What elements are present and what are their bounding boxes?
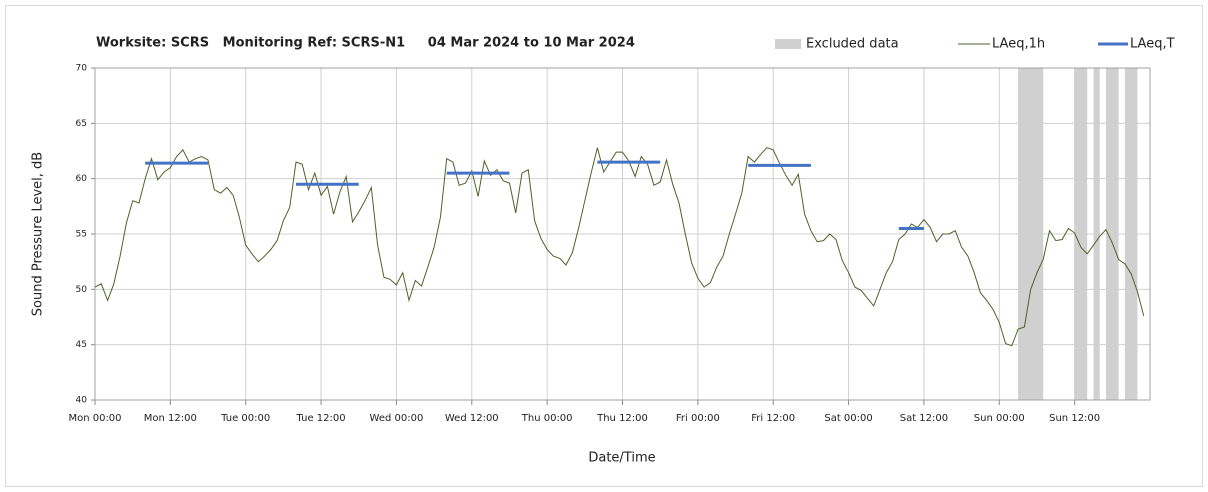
legend-label: LAeq,1h	[992, 37, 1045, 52]
x-tick-label: Fri 12:00	[751, 413, 795, 424]
x-axis-label: Date/Time	[588, 451, 655, 466]
y-tick-label: 55	[76, 230, 87, 240]
x-tick-label: Thu 00:00	[521, 413, 573, 424]
x-tick-label: Sun 12:00	[1049, 413, 1100, 424]
y-tick-label: 60	[76, 174, 88, 184]
legend-label: Excluded data	[806, 37, 899, 52]
y-tick-label: 45	[76, 340, 87, 350]
x-tick-label: Sun 00:00	[974, 413, 1025, 424]
x-tick-label: Sat 12:00	[900, 413, 948, 424]
line-series	[94, 147, 1145, 347]
chart-title: Worksite: SCRS Monitoring Ref: SCRS-N1 0…	[96, 36, 635, 51]
legend-label: LAeq,T	[1130, 37, 1175, 52]
x-tick-label: Tue 12:00	[296, 413, 346, 424]
x-tick-label: Wed 00:00	[370, 413, 424, 424]
y-tick-label: 50	[76, 285, 88, 295]
x-tick-label: Sat 00:00	[824, 413, 872, 424]
x-tick-label: Mon 12:00	[144, 413, 197, 424]
x-tick-label: Wed 12:00	[445, 413, 499, 424]
x-tick-label: Thu 12:00	[596, 413, 648, 424]
x-tick-label: Mon 00:00	[68, 413, 121, 424]
y-axis-label: Sound Pressure Level, dB	[31, 152, 46, 316]
y-tick-label: 40	[76, 396, 88, 406]
frame	[5, 5, 1203, 487]
y-tick-label: 65	[76, 119, 87, 129]
x-tick-label: Tue 00:00	[220, 413, 270, 424]
y-tick-label: 70	[76, 64, 88, 74]
plot-frame	[94, 67, 1151, 401]
x-tick-label: Fri 00:00	[676, 413, 720, 424]
legend-swatch	[775, 39, 801, 49]
